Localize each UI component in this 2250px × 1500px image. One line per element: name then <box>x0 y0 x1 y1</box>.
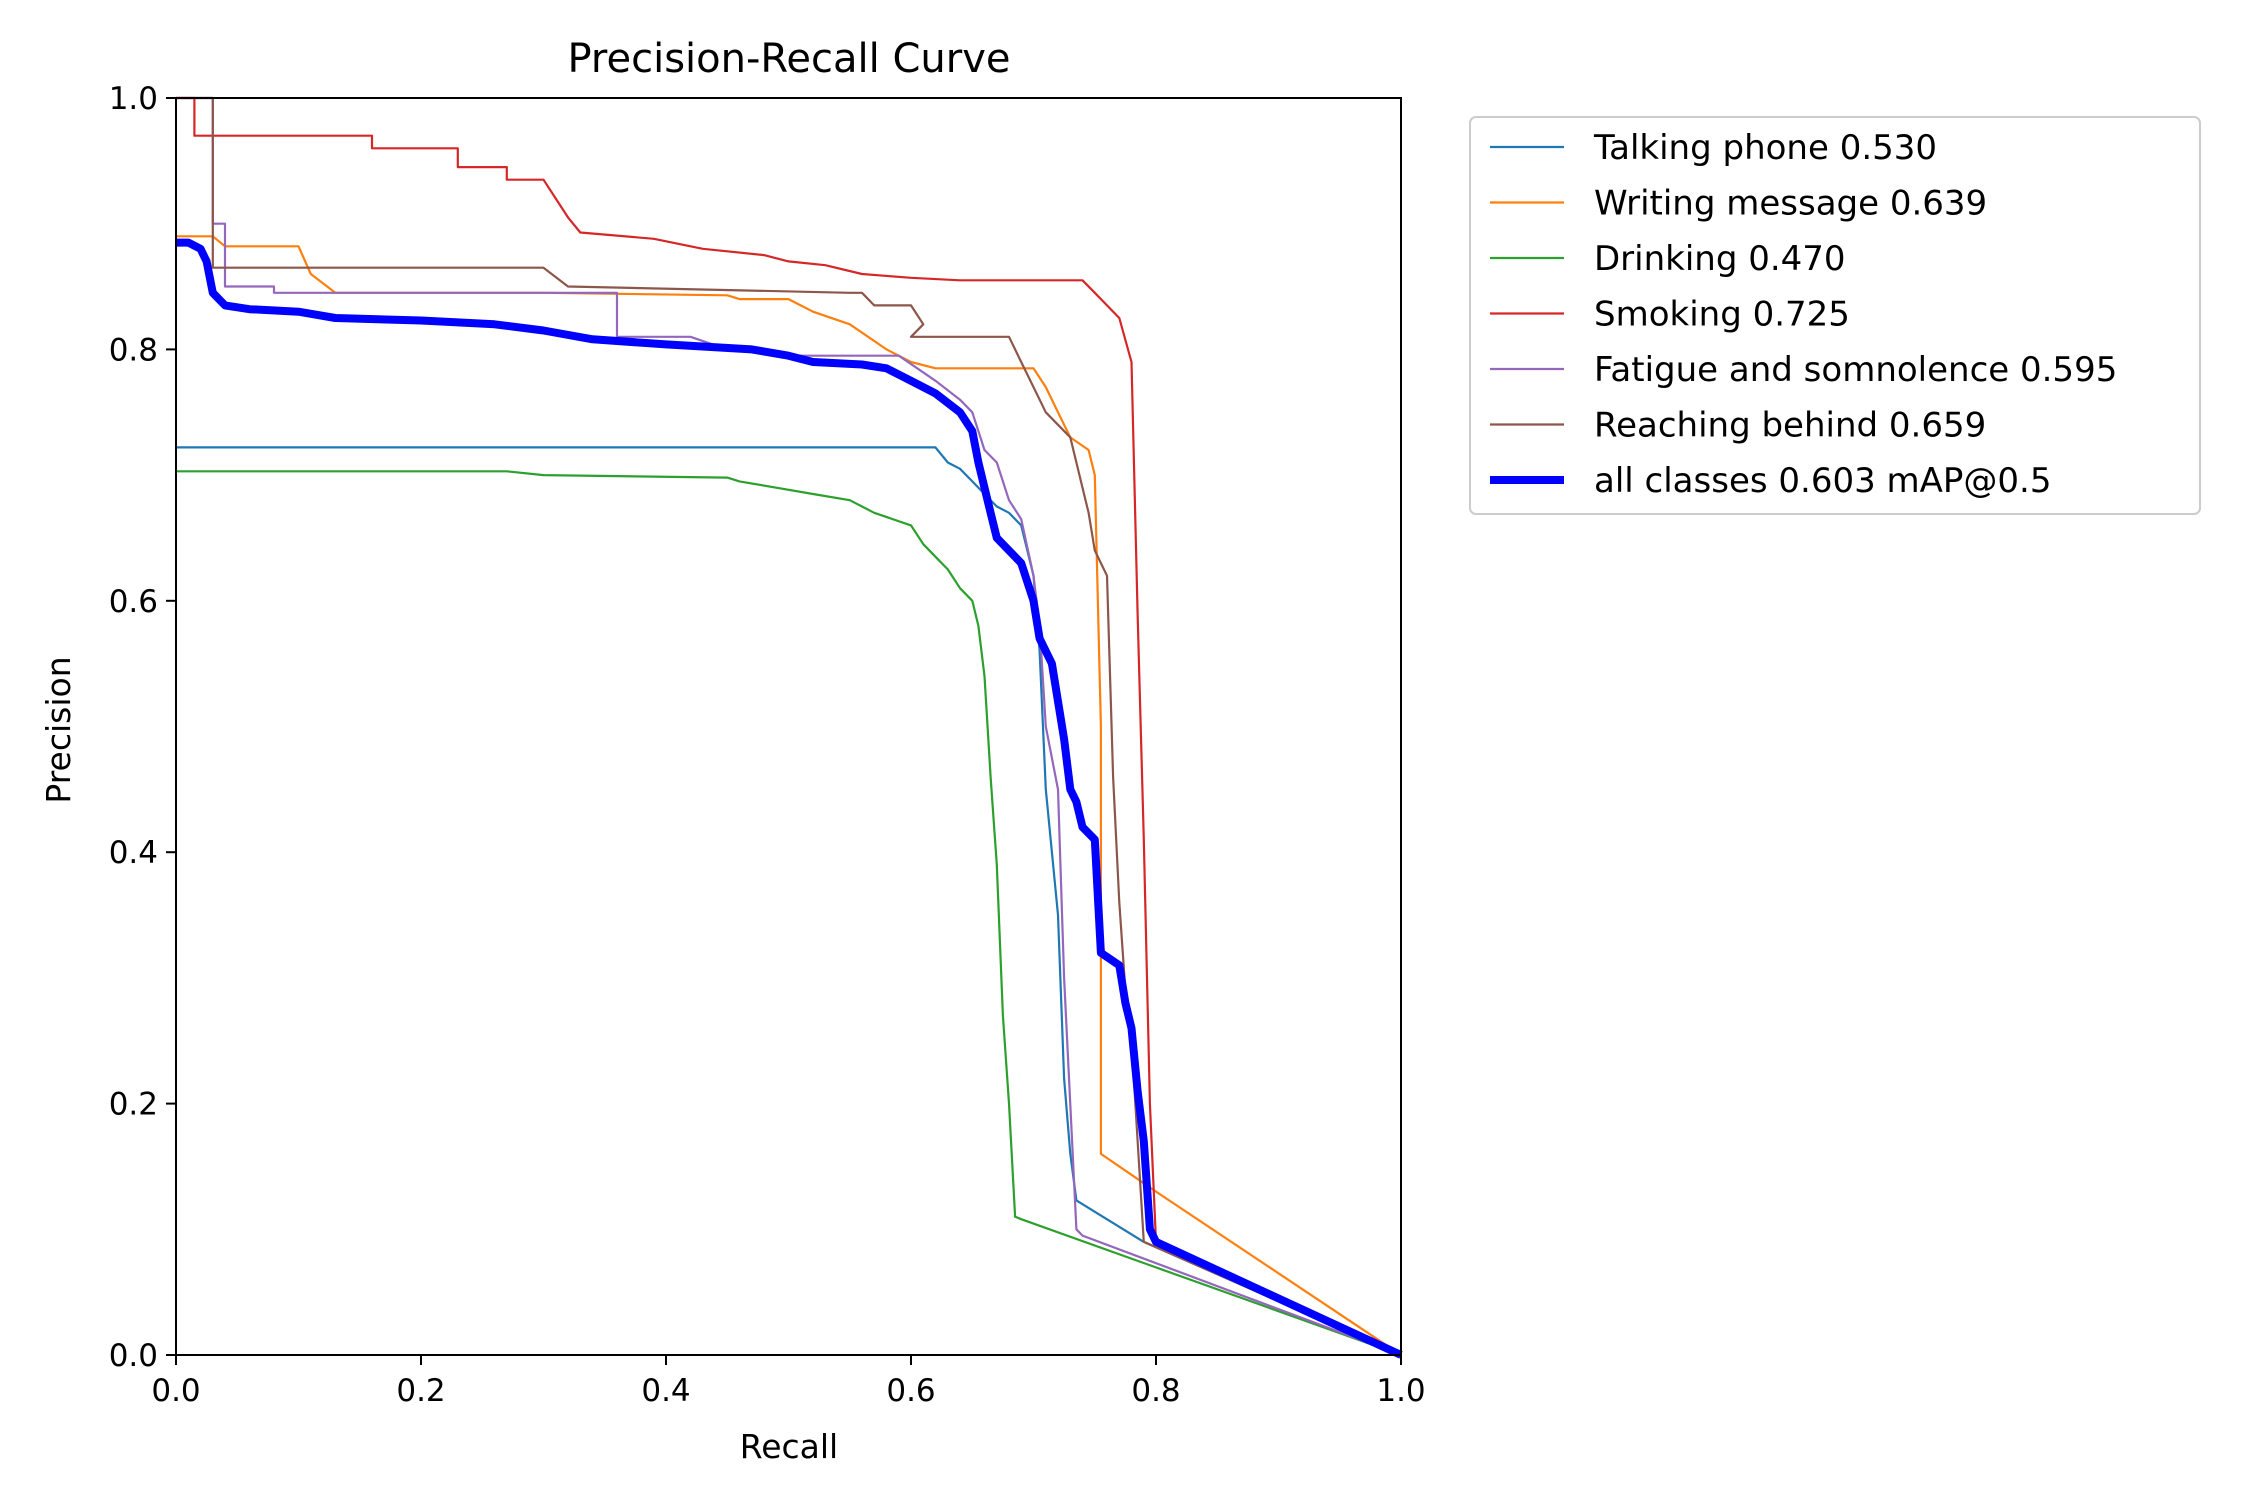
x-axis-ticks: 0.0 0.2 0.4 0.6 0.8 1.0 <box>151 1355 1426 1409</box>
series-line-1 <box>176 446 1402 1357</box>
x-axis-label: Recall <box>740 1427 838 1466</box>
x-tick-label: 0.8 <box>1131 1373 1180 1409</box>
series-line-6 <box>176 96 1402 1357</box>
y-tick-label: 1.0 <box>109 81 158 117</box>
legend-label: Reaching behind 0.659 <box>1594 406 1986 446</box>
x-tick-label: 0.6 <box>886 1373 935 1409</box>
series-line-4 <box>176 96 1402 1356</box>
legend-label: Talking phone 0.530 <box>1593 128 1937 168</box>
y-tick-label: 0.2 <box>109 1087 158 1123</box>
y-tick-label: 0.4 <box>109 835 158 871</box>
series-layer <box>176 96 1403 1359</box>
x-tick-label: 1.0 <box>1376 1373 1425 1409</box>
series-line-5 <box>176 96 1402 1357</box>
x-tick-label: 0.2 <box>396 1373 445 1409</box>
x-tick-label: 0.0 <box>151 1373 200 1409</box>
y-axis-ticks: 0.0 0.2 0.4 0.6 0.8 1.0 <box>109 81 176 1374</box>
series-line-2 <box>176 235 1402 1356</box>
legend-label: all classes 0.603 mAP@0.5 <box>1594 461 2051 501</box>
y-axis-label: Precision <box>39 656 78 803</box>
y-tick-label: 0.6 <box>109 584 158 620</box>
legend: Talking phone 0.530 Writing message 0.639… <box>1469 116 2201 515</box>
legend-entries: Talking phone 0.530 Writing message 0.639… <box>1490 128 2117 501</box>
legend-label: Writing message 0.639 <box>1594 184 1987 224</box>
chart-title: Precision-Recall Curve <box>568 36 1011 82</box>
series-line-3 <box>176 470 1402 1357</box>
legend-label: Drinking 0.470 <box>1594 239 1846 279</box>
series-line-7 <box>176 238 1403 1359</box>
plot-frame <box>175 97 1402 1356</box>
legend-label: Fatigue and somnolence 0.595 <box>1594 350 2117 390</box>
y-tick-label: 0.0 <box>109 1338 158 1374</box>
legend-box <box>1469 116 2201 515</box>
x-tick-label: 0.4 <box>641 1373 690 1409</box>
y-tick-label: 0.8 <box>109 332 158 368</box>
legend-label: Smoking 0.725 <box>1594 295 1850 335</box>
